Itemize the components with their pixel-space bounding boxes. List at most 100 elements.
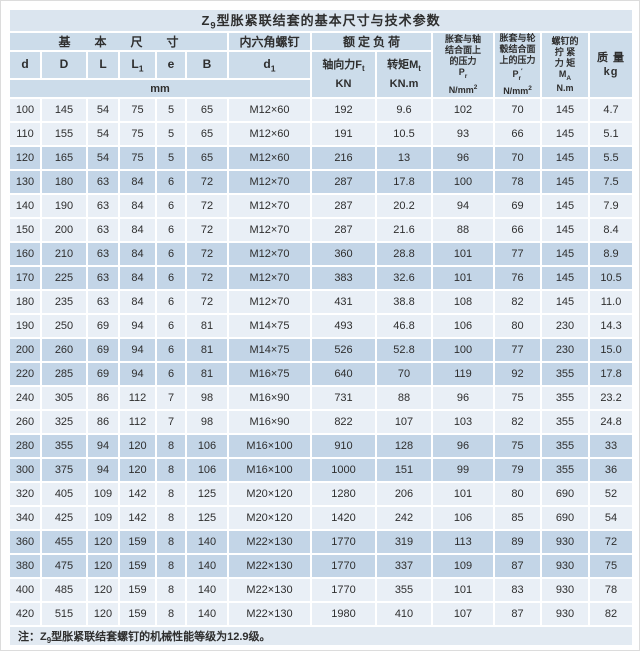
table-cell: 54 [587,505,635,532]
table-cell: 120 [86,553,120,580]
table-cell: 180 [40,169,88,196]
table-cell: 7.9 [587,193,635,220]
table-cell: 72 [185,217,229,244]
table-cell: 69 [86,337,120,364]
table-cell: 84 [118,265,157,292]
table-cell: 54 [86,121,120,148]
table-cell: M16×75 [227,361,312,388]
table-row: 150 200 63 84 6 72 M12×70 287 21.6 88 66 145 8.4 [8,217,635,244]
table-cell: 360 [310,241,377,268]
table-cell: 106 [185,433,229,460]
table-cell: 822 [310,409,377,436]
table-cell: 1980 [310,601,377,628]
table-cell: 340 [8,505,42,532]
table-cell: 107 [375,409,433,436]
table-cell: 145 [40,97,88,124]
table-cell: 78 [493,169,542,196]
table-row: 400 485 120 159 8 140 M22×130 1770 355 101 83 930 78 [8,577,635,604]
table-cell: 7 [155,409,187,436]
table-cell: 355 [540,385,590,412]
table-cell: 287 [310,193,377,220]
table-cell: 8 [155,457,187,484]
table-cell: 52.8 [375,337,433,364]
header-tightening-torque: 螺钉的 拧 紧 力 矩 MA N.m [540,30,590,100]
table-cell: 69 [86,361,120,388]
table-cell: 6 [155,169,187,196]
table-cell: 287 [310,217,377,244]
table-cell: 66 [493,217,542,244]
table-cell: M20×120 [227,505,312,532]
table-cell: M12×70 [227,241,312,268]
table-cell: 6 [155,289,187,316]
table-cell: 1000 [310,457,377,484]
table-cell: 6 [155,265,187,292]
table-cell: 125 [185,481,229,508]
table-cell: 78 [587,577,635,604]
table-cell: 15.0 [587,337,635,364]
table-cell: 109 [86,505,120,532]
table-cell: 930 [540,529,590,556]
table-cell: 125 [185,505,229,532]
table-cell: 190 [40,193,88,220]
table-cell: 92 [493,361,542,388]
table-cell: 230 [540,337,590,364]
parameters-table: Z9型胀紧联结套的基本尺寸与技术参数 基本尺寸 内六角螺钉 额定负荷 胀套与轴 … [7,8,635,648]
table-cell: 101 [431,241,495,268]
table-cell: 420 [8,601,42,628]
table-cell: 1770 [310,577,377,604]
table-cell: 120 [86,601,120,628]
table-cell: 140 [185,601,229,628]
table-cell: 142 [118,505,157,532]
table-row: 320 405 109 142 8 125 M20×120 1280 206 101 80 690 52 [8,481,635,508]
table-cell: 410 [375,601,433,628]
table-cell: 63 [86,241,120,268]
table-cell: M12×70 [227,193,312,220]
table-cell: 109 [86,481,120,508]
table-cell: 405 [40,481,88,508]
table-cell: 86 [86,385,120,412]
table-cell: 155 [40,121,88,148]
table-cell: 80 [493,481,542,508]
table-cell: 8.9 [587,241,635,268]
page-title: Z9型胀紧联结套的基本尺寸与技术参数 [7,8,635,33]
table-cell: 260 [40,337,88,364]
table-cell: 77 [493,241,542,268]
header-rated-load: 额定负荷 [310,30,433,52]
header-line: 力 矩 [554,57,576,68]
table-cell: 81 [185,337,229,364]
table-cell: 72 [185,289,229,316]
table-cell: 72 [185,169,229,196]
table-cell: 120 [86,529,120,556]
table-cell: 32.6 [375,265,433,292]
table-cell: 145 [540,97,590,124]
table-cell: 242 [375,505,433,532]
table-cell: 106 [431,313,495,340]
table-cell: 14.3 [587,313,635,340]
table-cell: 87 [493,553,542,580]
table-cell: 145 [540,265,590,292]
table-cell: 515 [40,601,88,628]
table-cell: 100 [8,97,42,124]
table-cell: 54 [86,97,120,124]
table-cell: 119 [431,361,495,388]
table-cell: 21.6 [375,217,433,244]
table-cell: 6 [155,193,187,220]
table-cell: 94 [86,457,120,484]
table-cell: 8 [155,601,187,628]
table-cell: 17.8 [587,361,635,388]
table-cell: M16×100 [227,433,312,460]
table-cell: 63 [86,289,120,316]
table-cell: 140 [185,577,229,604]
table-row: 340 425 109 142 8 125 M20×120 1420 242 106 85 690 54 [8,505,635,532]
table-cell: 80 [493,313,542,340]
table-cell: 325 [40,409,88,436]
table-cell: 8 [155,433,187,460]
table-cell: 96 [431,145,495,172]
header-symbol: 转矩Mt [387,59,421,74]
table-row: 120 165 54 75 5 65 M12×60 216 13 96 70 145 5.5 [8,145,635,172]
table-cell: 8 [155,505,187,532]
table-cell: 455 [40,529,88,556]
table-cell: 6 [155,241,187,268]
table-cell: 180 [8,289,42,316]
table-cell: 106 [185,457,229,484]
